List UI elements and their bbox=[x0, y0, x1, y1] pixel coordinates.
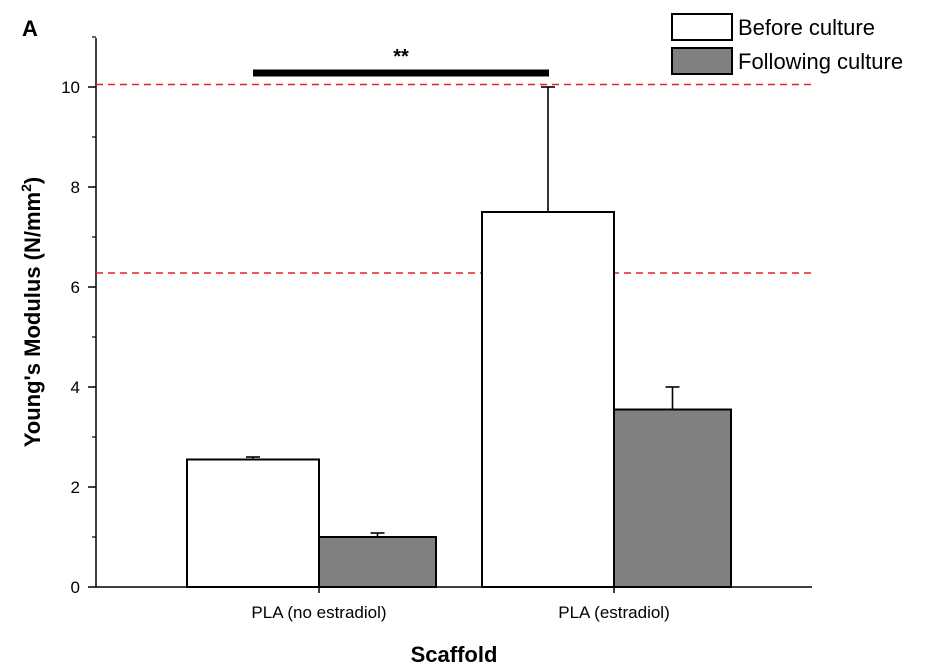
legend-swatch-following bbox=[671, 47, 733, 75]
error-bars bbox=[246, 86, 680, 537]
y-axis-title-end: ) bbox=[20, 177, 45, 184]
legend-label-before: Before culture bbox=[738, 15, 875, 40]
category-label: PLA (no estradiol) bbox=[251, 603, 386, 622]
significance-label: ** bbox=[393, 46, 409, 68]
y-tick-label: 4 bbox=[71, 378, 80, 397]
y-axis-title: Young's Modulus (N/mm2) bbox=[18, 177, 45, 448]
y-tick-label: 6 bbox=[71, 278, 80, 297]
y-axis: 0 2 4 6 8 10 bbox=[61, 36, 97, 597]
y-ticks: 0 2 4 6 8 10 bbox=[61, 36, 96, 597]
x-axis-title: Scaffold bbox=[411, 642, 498, 667]
y-axis-title-superscript: 2 bbox=[18, 184, 34, 192]
y-tick-label: 10 bbox=[61, 78, 80, 97]
bar bbox=[318, 536, 437, 588]
category-labels: PLA (no estradiol) PLA (estradiol) bbox=[251, 587, 670, 622]
legend: Before culture Following culture bbox=[671, 13, 903, 75]
bar bbox=[186, 458, 320, 588]
y-tick-label: 0 bbox=[71, 578, 80, 597]
y-tick-label: 2 bbox=[71, 478, 80, 497]
y-axis-title-main: Young's Modulus (N/mm bbox=[20, 192, 45, 447]
significance-marker: ** bbox=[253, 46, 549, 77]
reference-lines bbox=[96, 83, 812, 274]
legend-label-following: Following culture bbox=[738, 49, 903, 74]
bar bbox=[481, 211, 615, 588]
y-tick-label: 8 bbox=[71, 178, 80, 197]
bars bbox=[186, 211, 732, 588]
panel-label: A bbox=[22, 16, 38, 41]
category-label: PLA (estradiol) bbox=[558, 603, 670, 622]
bar bbox=[613, 408, 732, 588]
legend-swatch-before bbox=[671, 13, 733, 41]
